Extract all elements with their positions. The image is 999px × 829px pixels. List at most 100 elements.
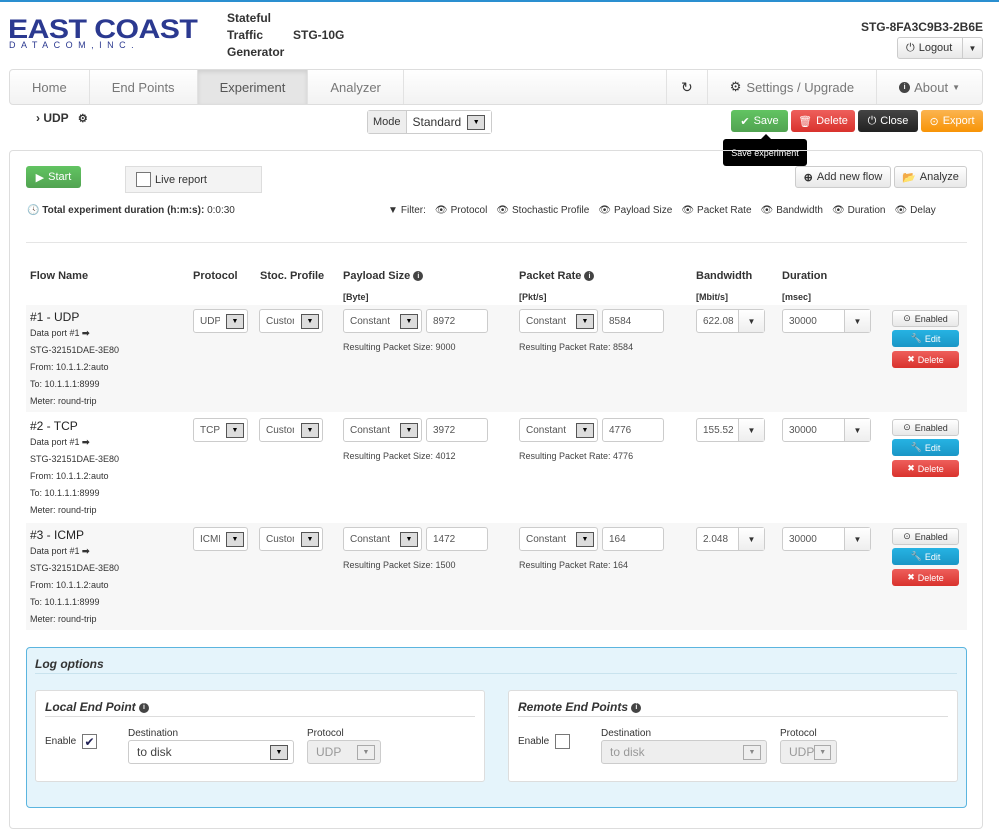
payload-mode-select[interactable]: Constant ▼ xyxy=(343,309,422,333)
save-button[interactable]: ✔ Save xyxy=(731,110,788,132)
gear-icon[interactable]: ⚙ xyxy=(77,113,88,125)
nav-analyzer[interactable]: Analyzer xyxy=(308,70,404,104)
analyze-button[interactable]: 📂 Analyze xyxy=(894,166,967,188)
protocol-select[interactable]: UDP ▼ xyxy=(193,309,248,333)
experiment-duration: 🕓 Total experiment duration (h:m:s): 0:0… xyxy=(27,205,235,216)
enabled-toggle[interactable]: ⊙ Enabled xyxy=(892,310,959,327)
delete-experiment-button[interactable]: 🗑 Delete xyxy=(791,110,855,132)
live-report-toggle[interactable]: Live report xyxy=(125,166,262,193)
product-name-line2: Traffic xyxy=(227,28,264,42)
info-icon[interactable]: i xyxy=(631,702,642,713)
flow-stg-id: STG-32151DAE-3E80 xyxy=(30,563,120,573)
rate-mode-select[interactable]: Constant ▼ xyxy=(519,309,598,333)
rate-mode-select[interactable]: Constant ▼ xyxy=(519,418,598,442)
logout-dropdown-toggle[interactable]: ▼ xyxy=(962,38,982,58)
local-destination-select[interactable]: to disk ▼ xyxy=(128,740,294,764)
edit-flow-button[interactable]: 🔧 Edit xyxy=(892,330,959,347)
live-report-checkbox[interactable] xyxy=(136,172,151,187)
chevron-down-icon: ▼ xyxy=(301,422,319,438)
filter-bandwidth[interactable]: 👁 Bandwidth xyxy=(761,205,823,216)
flow-stg-id: STG-32151DAE-3E80 xyxy=(30,345,120,355)
flow-data-port-text: Data port #1 xyxy=(30,437,80,447)
logout-button[interactable]: ⏻ Logout ▼ xyxy=(897,37,983,59)
local-protocol-select[interactable]: UDP ▼ xyxy=(307,740,381,764)
packet-rate-input[interactable]: 4776 xyxy=(602,418,664,442)
enabled-toggle[interactable]: ⊙ Enabled xyxy=(892,528,959,545)
payload-size-input[interactable]: 3972 xyxy=(426,418,488,442)
refresh-button[interactable]: ↻ xyxy=(666,70,707,104)
nav-end-points[interactable]: End Points xyxy=(90,70,198,104)
bandwidth-select[interactable]: 622.08 ▼ xyxy=(696,309,765,333)
folder-open-icon: 📂 xyxy=(902,171,916,184)
delete-flow-button[interactable]: ✖ Delete xyxy=(892,460,959,477)
eye-slash-icon: 👁 xyxy=(894,205,908,216)
bandwidth-select[interactable]: 2.048 ▼ xyxy=(696,527,765,551)
info-icon[interactable]: i xyxy=(413,271,424,282)
enabled-label: Enabled xyxy=(914,422,948,433)
duration-select[interactable]: 30000 ▼ xyxy=(782,527,871,551)
flow-data-port: Data port #1 ➡ xyxy=(30,325,119,342)
filter-delay[interactable]: 👁 Delay xyxy=(894,205,935,216)
device-id: STG-8FA3C9B3-2B6E xyxy=(860,20,983,34)
remote-enable-checkbox[interactable] xyxy=(555,734,570,749)
packet-rate-input[interactable]: 8584 xyxy=(602,309,664,333)
protocol-select[interactable]: ICMP ▼ xyxy=(193,527,248,551)
filter-packet-rate[interactable]: 👁 Packet Rate xyxy=(681,205,751,216)
start-button[interactable]: ▶ Start xyxy=(26,166,81,188)
nav-about[interactable]: i About ▼ xyxy=(876,70,982,104)
info-icon[interactable]: i xyxy=(584,271,595,282)
rate-mode-value: Constant xyxy=(526,315,567,327)
check-circle-icon: ⊙ xyxy=(903,531,911,541)
filter-duration[interactable]: 👁 Duration xyxy=(832,205,886,216)
rate-mode-select[interactable]: Constant ▼ xyxy=(519,527,598,551)
duration-select[interactable]: 30000 ▼ xyxy=(782,418,871,442)
filter-protocol[interactable]: 👁 Protocol xyxy=(435,205,487,216)
duration-value: 30000 xyxy=(789,424,817,436)
protocol-select[interactable]: TCP ▼ xyxy=(193,418,248,442)
filter-delay-label: Delay xyxy=(910,205,936,216)
mode-select[interactable]: Mode Standard ▼ xyxy=(367,110,493,134)
payload-mode-value: Constant xyxy=(350,315,391,327)
flow-details: Data port #1 ➡ STG-32151DAE-3E80 From: 1… xyxy=(30,325,119,410)
delete-label: Delete xyxy=(917,572,944,583)
play-icon: ▶ xyxy=(35,171,45,184)
add-flow-button[interactable]: ⊕ Add new flow xyxy=(795,166,891,188)
local-enable-checkbox[interactable]: ✔ xyxy=(82,734,97,749)
enabled-toggle[interactable]: ⊙ Enabled xyxy=(892,419,959,436)
nav-home[interactable]: Home xyxy=(10,70,90,104)
caret-down-icon: ▼ xyxy=(738,528,764,550)
payload-size-input[interactable]: 1472 xyxy=(426,527,488,551)
chevron-down-icon: ▼ xyxy=(400,313,418,329)
nav-right-group: ↻ ⚙ Settings / Upgrade i About ▼ xyxy=(666,70,982,104)
info-icon[interactable]: i xyxy=(139,702,150,713)
payload-mode-select[interactable]: Constant ▼ xyxy=(343,527,422,551)
packet-rate-input[interactable]: 164 xyxy=(602,527,664,551)
remote-destination-select[interactable]: to disk ▼ xyxy=(601,740,767,764)
export-button[interactable]: ⊙ Export xyxy=(921,110,983,132)
flow-meter: Meter: round-trip xyxy=(30,396,97,406)
delete-flow-button[interactable]: ✖ Delete xyxy=(892,351,959,368)
remote-protocol-select[interactable]: UDP ▼ xyxy=(780,740,837,764)
filter-payload-size[interactable]: 👁 Payload Size xyxy=(598,205,672,216)
stoc-profile-select[interactable]: Custom ▼ xyxy=(259,527,323,551)
bandwidth-select[interactable]: 155.52 ▼ xyxy=(696,418,765,442)
mode-value-text: Standard xyxy=(412,115,462,129)
enabled-label: Enabled xyxy=(914,531,948,542)
eye-icon: 👁 xyxy=(496,205,509,216)
filter-stochastic-profile[interactable]: 👁 Stochastic Profile xyxy=(496,205,589,216)
mode-value[interactable]: Standard ▼ xyxy=(406,111,492,133)
payload-mode-select[interactable]: Constant ▼ xyxy=(343,418,422,442)
close-button[interactable]: ⏻ Close xyxy=(858,110,918,132)
payload-size-input[interactable]: 8972 xyxy=(426,309,488,333)
stoc-profile-select[interactable]: Custom ▼ xyxy=(259,309,323,333)
edit-flow-button[interactable]: 🔧 Edit xyxy=(892,439,959,456)
edit-label: Edit xyxy=(924,333,941,344)
edit-flow-button[interactable]: 🔧 Edit xyxy=(892,548,959,565)
stoc-profile-value: Custom xyxy=(266,424,294,436)
nav-experiment[interactable]: Experiment xyxy=(197,70,309,104)
delete-flow-button[interactable]: ✖ Delete xyxy=(892,569,959,586)
nav-settings[interactable]: ⚙ Settings / Upgrade xyxy=(706,70,876,104)
stoc-profile-select[interactable]: Custom ▼ xyxy=(259,418,323,442)
duration-select[interactable]: 30000 ▼ xyxy=(782,309,871,333)
wrench-icon: 🔧 xyxy=(910,333,922,343)
